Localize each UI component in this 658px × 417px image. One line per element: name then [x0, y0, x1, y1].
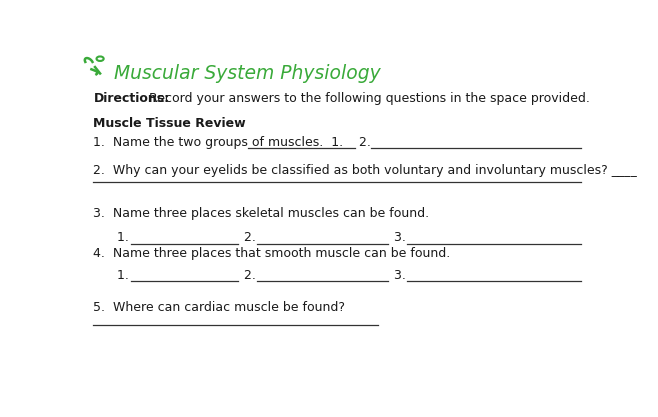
Text: 2.: 2. — [359, 136, 375, 149]
Text: Muscular System Physiology: Muscular System Physiology — [114, 65, 381, 83]
Text: Muscle Tissue Review: Muscle Tissue Review — [93, 118, 246, 131]
Text: 2.: 2. — [244, 231, 261, 244]
Text: 1.: 1. — [117, 231, 133, 244]
Text: Record your answers to the following questions in the space provided.: Record your answers to the following que… — [145, 92, 590, 105]
Text: 3.  Name three places skeletal muscles can be found.: 3. Name three places skeletal muscles ca… — [93, 207, 430, 220]
Text: 2.  Why can your eyelids be classified as both voluntary and involuntary muscles: 2. Why can your eyelids be classified as… — [93, 164, 637, 177]
Text: 4.  Name three places that smooth muscle can be found.: 4. Name three places that smooth muscle … — [93, 246, 451, 259]
Text: 1.: 1. — [117, 269, 133, 282]
Text: 1.  Name the two groups of muscles.  1.: 1. Name the two groups of muscles. 1. — [93, 136, 347, 149]
Text: 3.: 3. — [394, 231, 410, 244]
Text: Directions:: Directions: — [93, 92, 170, 105]
Text: 2.: 2. — [244, 269, 261, 282]
Text: 5.  Where can cardiac muscle be found?: 5. Where can cardiac muscle be found? — [93, 301, 345, 314]
Text: 3.: 3. — [394, 269, 410, 282]
